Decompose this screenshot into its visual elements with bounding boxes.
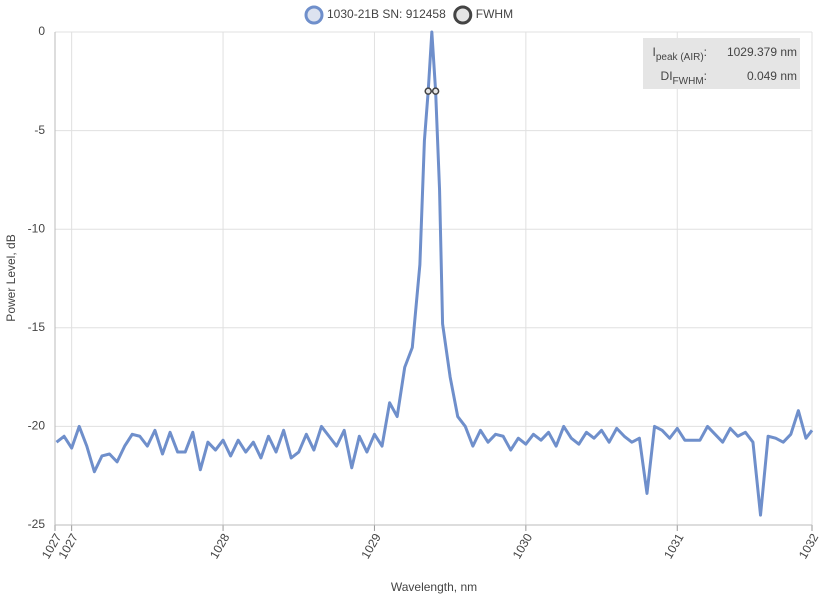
annotation-suffix: : <box>704 69 707 83</box>
annotation-box <box>643 38 800 89</box>
y-tick-label: -5 <box>34 123 45 137</box>
annotation-symbol: I <box>653 45 656 59</box>
annotation-label: DIFWHM: <box>661 69 707 86</box>
x-axis-label: Wavelength, nm <box>391 580 477 594</box>
x-tick-label: 1029 <box>358 531 384 561</box>
y-tick-label: -15 <box>28 320 46 334</box>
annotation-subscript: FWHM <box>673 76 704 87</box>
x-tick-label: 1028 <box>207 531 233 561</box>
x-tick-label: 1032 <box>796 531 820 561</box>
y-axis-label: Power Level, dB <box>4 234 18 321</box>
legend-marker <box>304 5 324 25</box>
legend-label: FWHM <box>476 7 513 21</box>
series-line <box>55 30 814 517</box>
annotation-label: Ipeak (AIR): <box>653 45 707 62</box>
annotation-symbol: DI <box>661 69 673 83</box>
fwhm-point <box>431 87 440 95</box>
y-tick-label: -10 <box>28 221 46 235</box>
x-tick-label: 1031 <box>661 531 687 561</box>
annotation-suffix: : <box>704 45 707 59</box>
annotation-subscript: peak (AIR) <box>656 52 704 63</box>
fwhm-point <box>424 87 432 95</box>
y-tick-label: 0 <box>38 24 45 38</box>
legend-marker <box>453 5 473 25</box>
y-tick-label: -20 <box>28 419 46 433</box>
annotation-value: 0.049 nm <box>747 69 797 83</box>
legend-label: 1030-21B SN: 912458 <box>327 7 446 21</box>
annotation-value: 1029.379 nm <box>727 45 797 59</box>
y-tick-label: -25 <box>28 517 46 531</box>
x-tick-label: 1030 <box>510 531 536 561</box>
